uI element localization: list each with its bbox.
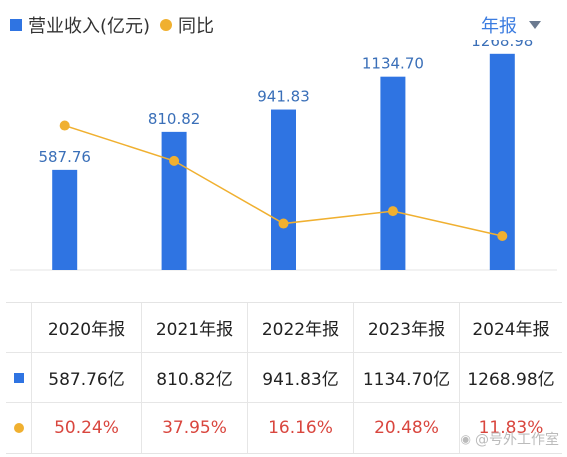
- chevron-down-icon[interactable]: [529, 21, 541, 29]
- yoy-point: [278, 218, 289, 229]
- table-corner-cell: [6, 303, 32, 353]
- table-header-cell: 2020年报: [32, 303, 142, 353]
- yoy-point: [169, 155, 180, 166]
- revenue-cell: 1134.70亿: [354, 353, 460, 403]
- revenue-chart: 587.76 810.82 941.83 1134.70 1268.98: [10, 40, 557, 271]
- table-header-cell: 2021年报: [142, 303, 248, 353]
- watermark-text: @号外工作室: [475, 432, 559, 448]
- revenue-bar: [380, 76, 406, 270]
- yoy-cell: 16.16%: [248, 403, 354, 453]
- revenue-bar-label: 810.82: [148, 110, 201, 128]
- table-header-cell: 2024年报: [460, 303, 562, 353]
- revenue-cell: 941.83亿: [248, 353, 354, 403]
- yoy-legend-label: 同比: [178, 16, 215, 37]
- yoy-cell: 11.83%: [478, 418, 544, 438]
- revenue-cell: 587.76亿: [32, 353, 142, 403]
- period-selector[interactable]: 年报: [481, 12, 541, 38]
- weibo-icon: ◉: [460, 432, 471, 446]
- yoy-point: [59, 120, 70, 131]
- revenue-legend-marker: [10, 19, 22, 31]
- revenue-cell: 810.82亿: [142, 353, 248, 403]
- yoy-row-marker-cell: [6, 403, 32, 453]
- revenue-bar-label: 587.76: [38, 148, 91, 166]
- yoy-cell: 50.24%: [32, 403, 142, 453]
- yoy-cell: 37.95%: [142, 403, 248, 453]
- yoy-row-marker: [13, 423, 24, 433]
- revenue-bar-label: 1134.70: [362, 55, 424, 73]
- revenue-bar-label: 941.83: [257, 88, 310, 106]
- table-header-cell: 2023年报: [354, 303, 460, 353]
- table-header-cell: 2022年报: [248, 303, 354, 353]
- revenue-bar-label: 1268.98: [471, 40, 533, 50]
- period-selector-label[interactable]: 年报: [481, 16, 517, 37]
- yoy-legend-marker: [160, 19, 173, 31]
- revenue-legend-label: 营业收入(亿元): [28, 16, 151, 37]
- revenue-cell: 1268.98亿: [460, 353, 562, 403]
- revenue-row-marker-cell: [6, 353, 32, 403]
- revenue-bar: [52, 169, 78, 270]
- yoy-point: [387, 206, 398, 217]
- yoy-cell: 20.48%: [354, 403, 460, 453]
- revenue-bar: [161, 131, 187, 270]
- watermark: ◉ @号外工作室: [461, 429, 559, 449]
- data-table: 2020年报 2021年报 2022年报 2023年报 2024年报 587.7…: [6, 302, 562, 454]
- revenue-bar: [271, 109, 296, 271]
- revenue-row-marker: [13, 372, 24, 383]
- yoy-point: [497, 230, 508, 241]
- chart-legend: 营业收入(亿元) 同比: [10, 12, 214, 38]
